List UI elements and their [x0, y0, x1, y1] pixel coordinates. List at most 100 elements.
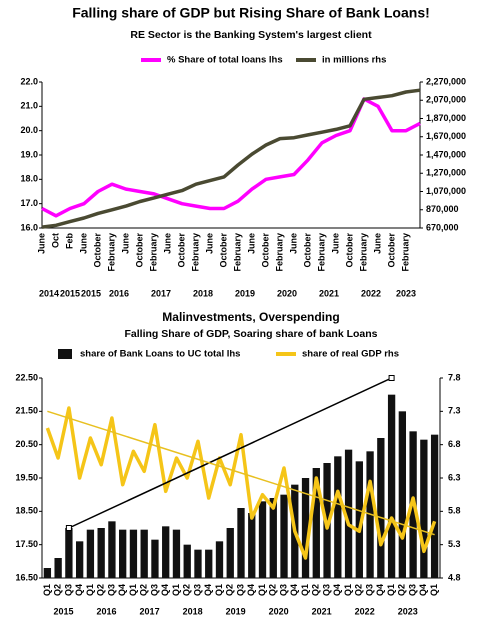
group-label: 2016: [97, 606, 117, 616]
group-label: 2019: [226, 606, 246, 616]
group-label: 2016: [109, 288, 129, 298]
x-tick-label: Q4: [246, 584, 256, 596]
x-tick-label: Q3: [235, 584, 245, 596]
x-tick-label: October: [344, 233, 354, 268]
y-tick-label: 16.0: [20, 222, 38, 232]
x-tick-label: Q1: [171, 584, 181, 596]
x-tick-label: October: [302, 233, 312, 268]
y2-tick-label: 1,070,000: [426, 186, 466, 196]
y-tick-label: 16.50: [15, 572, 38, 582]
x-tick-label: Q2: [354, 584, 364, 596]
bar: [75, 541, 84, 578]
x-tick-label: Q3: [192, 584, 202, 596]
x-tick-label: Q1: [214, 584, 224, 596]
x-tick-label: Q1: [257, 584, 267, 596]
x-tick-label: October: [260, 233, 270, 268]
bar: [97, 528, 105, 578]
x-tick-label: February: [190, 233, 200, 272]
y2-tick-label: 1,470,000: [426, 149, 466, 159]
x-tick-label: October: [134, 233, 144, 268]
bar: [377, 438, 385, 578]
group-label: 2019: [235, 288, 255, 298]
bar: [65, 528, 73, 578]
bar: [119, 529, 127, 578]
y2-tick-label: 1,870,000: [426, 113, 466, 123]
x-tick-label: Q4: [418, 584, 428, 596]
x-tick-label: Oct: [50, 233, 60, 248]
group-label: 2015: [53, 606, 73, 616]
x-tick-label: February: [232, 233, 242, 272]
y2-tick-label: 2,070,000: [426, 95, 466, 105]
x-tick-label: Q4: [332, 584, 342, 596]
series-line: [41, 97, 421, 218]
group-label: 2023: [398, 606, 418, 616]
series-line: [45, 406, 437, 560]
x-tick-label: Q1: [429, 584, 439, 596]
group-label: 2018: [183, 606, 203, 616]
x-tick-label: October: [176, 233, 186, 268]
y2-tick-label: 5.8: [448, 506, 461, 516]
x-tick-label: Q1: [386, 584, 396, 596]
y-tick-label: 22.50: [15, 372, 38, 382]
legend-label: in millions rhs: [322, 55, 386, 66]
x-tick-label: October: [386, 233, 396, 268]
trend-end: [65, 525, 72, 531]
y-tick-label: 19.50: [15, 472, 38, 482]
bar: [280, 494, 288, 578]
x-tick-label: Q1: [128, 584, 138, 596]
x-tick-label: Q2: [139, 584, 149, 596]
x-tick-label: Q3: [364, 584, 374, 596]
x-tick-label: Q1: [300, 584, 310, 596]
bar: [387, 394, 396, 578]
y2-tick-label: 2,270,000: [426, 76, 466, 86]
bar: [129, 529, 138, 578]
bar: [248, 513, 256, 578]
bar: [54, 558, 62, 578]
x-tick-label: June: [78, 233, 88, 254]
y2-tick-label: 7.8: [448, 372, 461, 382]
x-tick-label: June: [330, 233, 340, 254]
bar: [334, 456, 342, 578]
bar: [301, 478, 310, 578]
x-tick-label: Q1: [343, 584, 353, 596]
y2-tick-label: 1,270,000: [426, 168, 466, 178]
chart-subtitle: RE Sector is the Banking System's larges…: [130, 29, 372, 41]
y-tick-label: 22.0: [20, 76, 38, 86]
x-tick-label: February: [316, 233, 326, 272]
bar: [269, 498, 277, 578]
y2-tick-label: 6.3: [448, 472, 461, 482]
x-tick-label: October: [218, 233, 228, 268]
bar: [162, 526, 170, 578]
bar: [86, 529, 95, 578]
group-label: 2014: [39, 288, 59, 298]
x-tick-label: June: [36, 233, 46, 254]
group-label: 2018: [193, 288, 213, 298]
x-tick-label: June: [204, 233, 214, 254]
x-tick-label: Q3: [63, 584, 73, 596]
x-tick-label: Q4: [203, 584, 213, 596]
y-tick-label: 20.0: [20, 125, 38, 135]
group-label: 2022: [361, 288, 381, 298]
x-tick-label: February: [274, 233, 284, 272]
x-tick-label: February: [106, 233, 116, 272]
x-tick-label: Q2: [182, 584, 192, 596]
y2-tick-label: 7.3: [448, 406, 461, 416]
x-tick-label: Q2: [311, 584, 321, 596]
y-tick-label: 21.50: [15, 406, 38, 416]
x-tick-label: June: [120, 233, 130, 254]
x-tick-label: June: [246, 233, 256, 254]
x-tick-label: Q4: [160, 584, 170, 596]
bar: [237, 508, 245, 578]
x-tick-label: February: [148, 233, 158, 272]
y-tick-label: 20.50: [15, 439, 38, 449]
x-tick-label: Feb: [64, 233, 74, 250]
group-label: 2015: [60, 288, 80, 298]
y2-tick-label: 4.8: [448, 572, 461, 582]
y-tick-label: 17.0: [20, 198, 38, 208]
bar: [398, 411, 407, 578]
bar: [43, 568, 52, 578]
y2-tick-label: 1,670,000: [426, 131, 466, 141]
trend-line: [68, 377, 392, 529]
y2-tick-label: 5.3: [448, 539, 461, 549]
